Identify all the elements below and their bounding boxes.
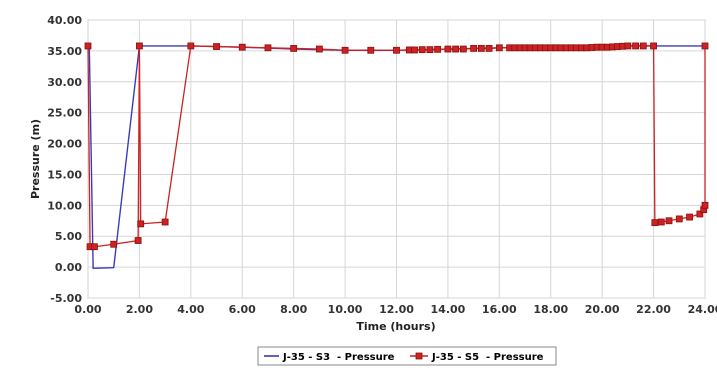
x-axis-title: Time (hours) <box>356 320 435 333</box>
data-point-s5 <box>290 45 298 52</box>
data-point-s5 <box>470 45 478 52</box>
y-tick-labels: -5.00 0.00 5.00 10.00 15.00 20.00 25.00 30.00 35… <box>47 14 82 305</box>
x-tick-label: 8.00 <box>280 303 307 316</box>
x-tick-label: 24.00 <box>688 303 717 316</box>
y-tick-label: 15.00 <box>47 168 82 181</box>
grid-lines <box>87 19 706 299</box>
x-tick-label: 12.00 <box>379 303 414 316</box>
y-tick-label: 40.00 <box>47 14 82 27</box>
x-tick-label: 18.00 <box>533 303 568 316</box>
data-point-s5 <box>701 42 709 50</box>
data-point-s5 <box>418 46 426 54</box>
x-tick-label: 0.00 <box>74 303 101 316</box>
x-tick-label: 4.00 <box>177 303 204 316</box>
data-point-s5 <box>134 237 142 244</box>
data-point-s5 <box>110 240 118 248</box>
x-tick-label: 20.00 <box>585 303 620 316</box>
legend-label-s5: J-35 - S5 - Pressure <box>431 352 544 363</box>
data-point-s5 <box>459 45 467 53</box>
x-tick-label: 10.00 <box>328 303 363 316</box>
y-tick-label: 25.00 <box>47 107 82 120</box>
data-point-s5 <box>393 46 400 54</box>
data-point-s5 <box>657 218 665 226</box>
data-point-s5 <box>161 218 169 226</box>
data-point-s5 <box>426 46 434 54</box>
data-point-s5 <box>639 42 647 50</box>
data-point-s5 <box>341 46 349 54</box>
data-point-s5 <box>136 42 143 50</box>
y-tick-label: 10.00 <box>47 199 82 212</box>
data-point-s5 <box>238 43 246 51</box>
data-point-s5 <box>696 210 704 218</box>
data-point-s5 <box>624 42 632 50</box>
data-point-s5 <box>686 213 693 221</box>
data-point-s5 <box>213 43 220 50</box>
legend-box <box>257 346 557 366</box>
data-point-s5 <box>444 45 452 53</box>
data-point-s5 <box>665 217 673 225</box>
data-point-s5 <box>137 220 145 228</box>
x-tick-label: 6.00 <box>229 303 256 316</box>
data-point-s5 <box>434 45 442 53</box>
data-point-s5 <box>701 201 709 209</box>
data-point-s5 <box>452 45 460 53</box>
x-tick-label: 14.00 <box>431 303 466 316</box>
data-point-s5 <box>675 215 683 223</box>
data-point-s5 <box>485 45 493 52</box>
data-point-s5 <box>315 45 323 53</box>
y-tick-label: 20.00 <box>47 138 82 151</box>
x-tick-labels: 0.00 2.00 4.00 6.00 8.00 10.00 12.00 14.00 16.00… <box>74 303 717 316</box>
y-tick-label: 5.00 <box>55 230 82 243</box>
data-point-s5 <box>650 42 657 50</box>
data-point-s5 <box>367 46 375 54</box>
data-point-s5 <box>651 219 659 227</box>
y-axis-title: Pressure (m) <box>29 119 42 199</box>
legend-marker-s5 <box>415 352 423 360</box>
data-point-s5 <box>411 46 418 54</box>
x-tick-label: 16.00 <box>482 303 517 316</box>
data-point-s5 <box>632 42 639 50</box>
y-tick-label: 35.00 <box>47 45 82 58</box>
x-tick-label: 22.00 <box>636 303 671 316</box>
x-tick-label: 2.00 <box>126 303 153 316</box>
data-point-s5 <box>264 44 272 52</box>
legend: J-35 - S3 - Pressure J-35 - S5 - Pressur… <box>257 346 557 366</box>
data-point-s5 <box>187 42 195 50</box>
legend-label-s3: J-35 - S3 - Pressure <box>282 352 395 363</box>
data-point-s5 <box>84 42 92 50</box>
data-point-s5 <box>477 45 485 52</box>
data-point-s5 <box>495 44 503 52</box>
data-point-s5 <box>91 243 98 251</box>
y-tick-label: 30.00 <box>47 76 82 89</box>
series-markers <box>84 42 709 251</box>
y-tick-label: 0.00 <box>55 261 82 274</box>
y-tick-label: -5.00 <box>50 292 82 305</box>
